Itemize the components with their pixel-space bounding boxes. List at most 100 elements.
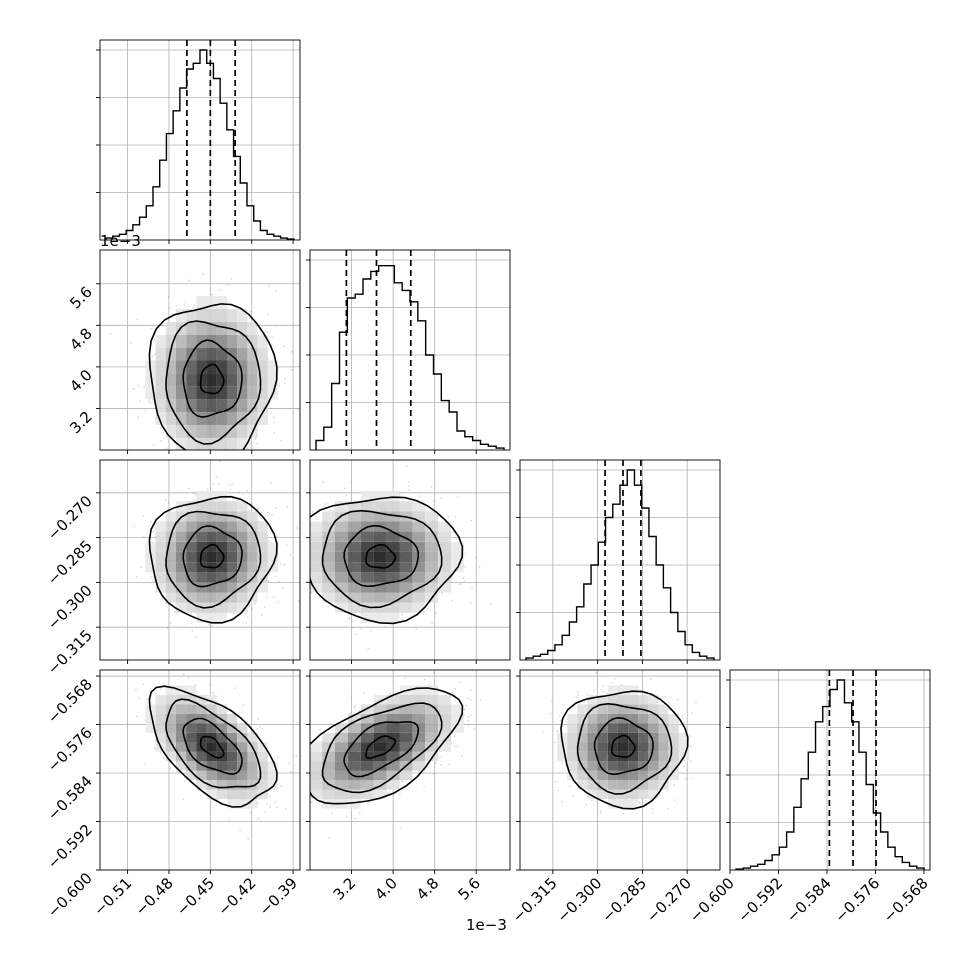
density-cell-p0-p3	[186, 732, 197, 743]
density-cell-p1-p2	[373, 531, 387, 542]
density-cell-p0-p2	[237, 541, 248, 552]
density-cell-p1-p3	[335, 761, 348, 771]
density-cell-p1-p2	[360, 551, 374, 562]
density-cell-p0-p1	[227, 347, 238, 361]
panel-hist-p2	[519, 459, 721, 661]
density-cell-p0-p2	[206, 551, 217, 562]
density-cell-p0-p1	[186, 425, 197, 438]
x-tick-label-p2-0: −0.315	[509, 874, 561, 926]
density-cell-p0-p1	[165, 347, 176, 361]
density-cell-p0-p3	[165, 713, 176, 724]
density-cell-p2-p3	[648, 780, 659, 790]
density-cell-p0-p2	[186, 541, 197, 552]
density-cell-p0-p1	[247, 412, 258, 425]
y-tick-label-p3-1: −0.592	[44, 821, 96, 873]
density-cell-p1-p2	[438, 521, 451, 532]
density-cell-p2-p3	[658, 761, 669, 771]
density-cell-p0-p3	[196, 751, 207, 762]
density-cell-p0-p1	[186, 321, 197, 335]
density-cell-p0-p2	[237, 562, 248, 573]
density-cell-p2-p3	[607, 770, 618, 781]
density-cell-p1-p3	[438, 695, 451, 705]
density-cell-p0-p1	[257, 399, 268, 413]
density-cell-p0-p3	[216, 713, 227, 724]
density-cell-p1-p3	[335, 770, 348, 781]
density-cell-p0-p1	[247, 360, 258, 374]
density-cell-p2-p3	[628, 751, 639, 762]
density-cell-p2-p3	[628, 789, 639, 799]
histogram-p3	[735, 679, 925, 870]
density-cell-p0-p3	[206, 751, 217, 762]
density-cell-p2-p3	[658, 723, 669, 733]
x-tick-label-p0-2: −0.45	[173, 874, 218, 919]
density-cell-p0-p2	[196, 541, 207, 552]
density-cell-p0-p1	[176, 386, 187, 400]
density-cell-p2-p3	[597, 732, 608, 743]
density-cell-p0-p3	[206, 695, 217, 705]
density-cell-p1-p3	[412, 732, 426, 743]
density-cell-p0-p2	[155, 572, 166, 583]
density-cell-p0-p1	[165, 373, 176, 387]
density-cell-p0-p1	[186, 360, 197, 374]
density-cell-p2-p3	[638, 751, 649, 762]
density-cell-p2-p3	[597, 742, 608, 752]
density-cell-p1-p2	[425, 582, 439, 593]
density-cell-p0-p2	[196, 521, 207, 532]
density-cell-p1-p3	[373, 695, 387, 705]
density-cell-p0-p1	[165, 334, 176, 348]
density-cell-p0-p1	[216, 360, 227, 374]
density-cell-p0-p3	[237, 761, 248, 771]
density-cell-p0-p2	[196, 501, 207, 512]
density-cell-p0-p2	[237, 521, 248, 532]
density-cell-p1-p3	[425, 704, 439, 714]
density-cell-p0-p3	[206, 742, 217, 752]
density-cell-p0-p2	[216, 572, 227, 583]
density-cell-p2-p3	[567, 761, 578, 771]
density-cell-p2-p3	[668, 770, 679, 781]
density-cell-p1-p2	[386, 491, 400, 502]
contour-p1-p3-1	[321, 702, 443, 794]
density-cell-p0-p3	[155, 704, 166, 714]
density-cell-p2-p3	[587, 780, 598, 790]
density-cell-p0-p3	[176, 723, 187, 733]
density-cell-p1-p2	[322, 511, 336, 522]
density-cell-p0-p3	[196, 704, 207, 714]
density-cell-p2-p3	[577, 742, 588, 752]
density-cell-p1-p2	[310, 572, 323, 583]
density-cell-p1-p2	[451, 551, 464, 562]
density-cell-p0-p3	[257, 761, 268, 771]
density-cell-p0-p3	[216, 732, 227, 743]
density-cell-p1-p3	[399, 695, 413, 705]
density-cell-p1-p2	[360, 531, 374, 542]
density-cell-p2-p3	[587, 732, 598, 743]
density-cell-p0-p2	[227, 551, 238, 562]
density-cell-p1-p2	[373, 612, 387, 623]
density-cell-p2-p3	[557, 742, 568, 752]
x-tick-label-p2-3: −0.270	[643, 874, 695, 926]
density-cell-p1-p3	[310, 761, 323, 771]
density-cell-p0-p3	[165, 695, 176, 705]
density-cell-p2-p3	[617, 723, 628, 733]
density-cell-p0-p1	[216, 309, 227, 322]
density-cell-p0-p1	[165, 425, 176, 438]
density-cell-p0-p3	[155, 732, 166, 743]
density-cell-p1-p3	[412, 713, 426, 724]
density-cell-p0-p1	[155, 412, 166, 425]
density-cell-p2-p3	[678, 732, 689, 743]
density-cell-p2-p3	[658, 751, 669, 762]
density-cell-p0-p2	[257, 582, 268, 593]
density-cell-p0-p2	[165, 562, 176, 573]
density-cell-p0-p3	[155, 695, 166, 705]
density-cell-p2-p3	[658, 742, 669, 752]
density-cell-p1-p2	[386, 612, 400, 623]
density-cell-p2-p3	[638, 761, 649, 771]
density-cell-p2-p3	[628, 780, 639, 790]
density-cell-p1-p2	[310, 551, 323, 562]
density-cell-p2-p3	[638, 742, 649, 752]
density-cell-p1-p2	[360, 592, 374, 603]
density-cell-p2-p3	[658, 713, 669, 724]
density-cell-p0-p1	[257, 373, 268, 387]
density-cell-p1-p2	[373, 511, 387, 522]
density-cell-p0-p3	[227, 799, 238, 809]
x-tick-label-p0-0: −0.51	[90, 874, 135, 919]
